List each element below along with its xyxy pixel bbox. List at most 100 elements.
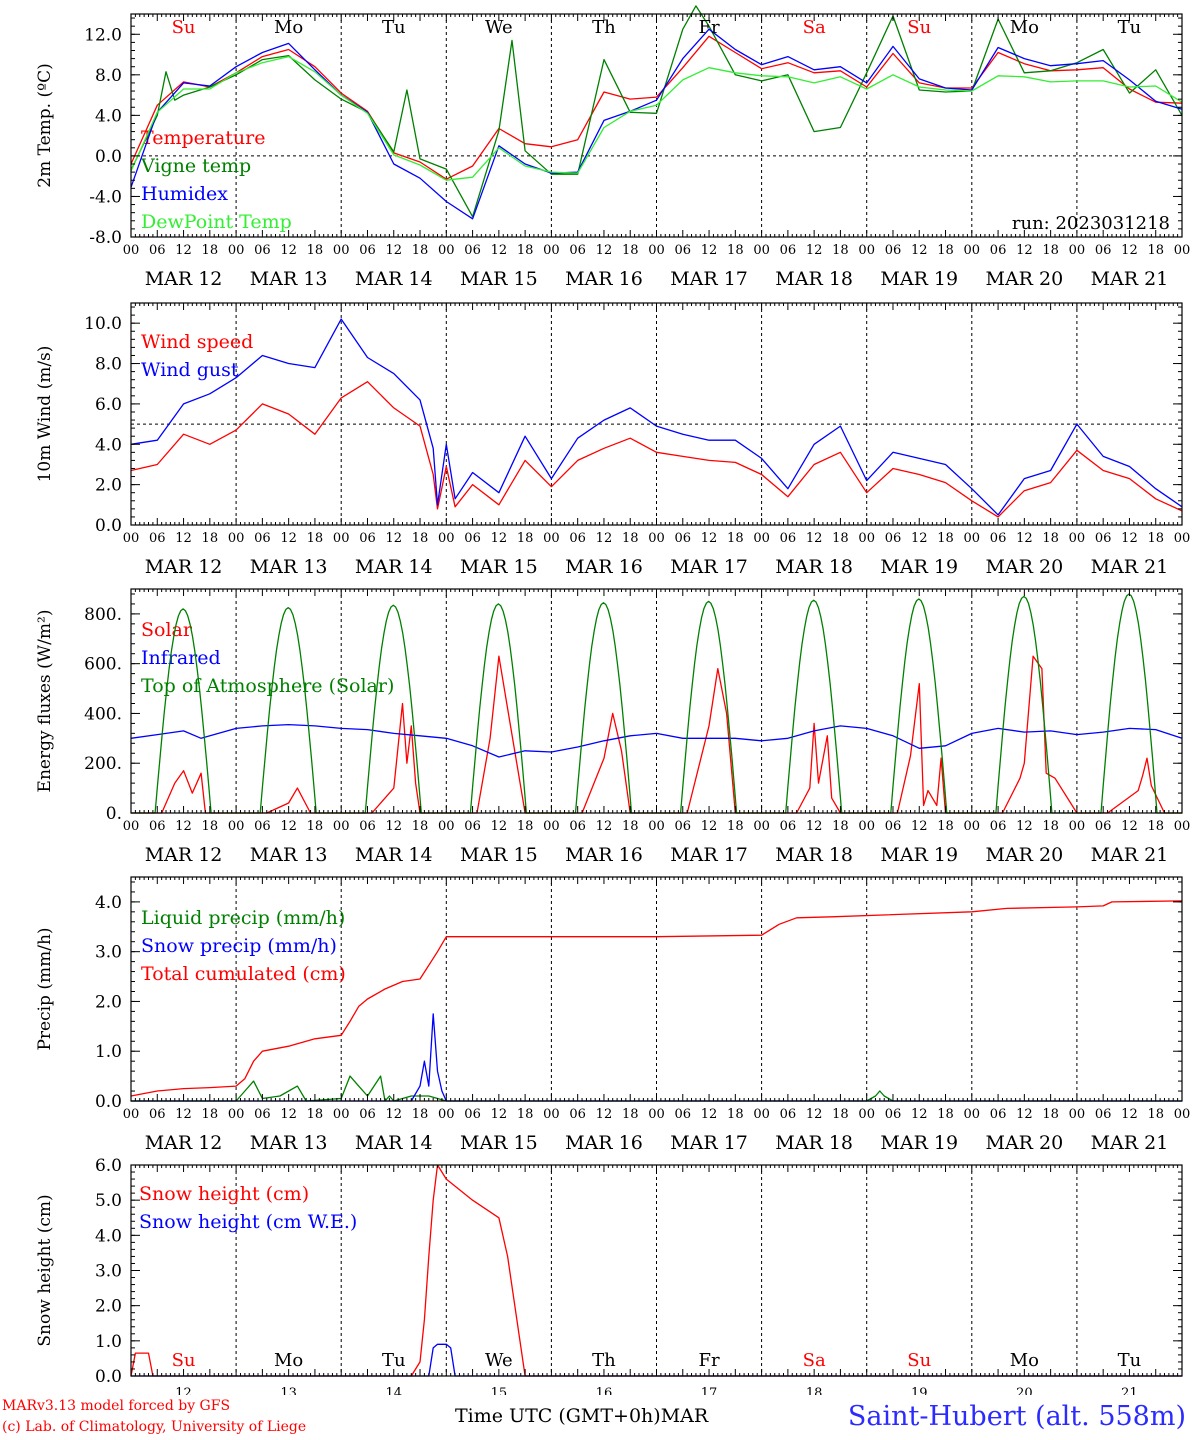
hour-tick-label: 06 <box>675 243 692 258</box>
hour-tick-label: 00 <box>1069 1107 1086 1122</box>
hour-tick-label: 00 <box>228 531 245 546</box>
series-line-0 <box>131 1075 1182 1102</box>
hour-tick-label: 00 <box>858 243 875 258</box>
y-tick-label: 5.0 <box>95 1191 122 1211</box>
day-label: MAR 16 <box>565 844 643 866</box>
weekday-label: Tu <box>382 17 406 38</box>
y-tick-label: 6.0 <box>95 395 122 415</box>
weekday-label: Th <box>592 17 616 38</box>
panel-temp: Temperature Vigne temp Humidex DewPoint Tem… <box>35 5 1190 290</box>
hour-tick-label: 00 <box>753 1107 770 1122</box>
hour-tick-label: 12 <box>701 819 718 834</box>
hour-tick-label: 00 <box>123 243 140 258</box>
y-tick-label: 8.0 <box>95 355 122 375</box>
y-tick-label: 8.0 <box>95 66 122 86</box>
series-line-1 <box>130 723 1183 758</box>
hour-tick-label: 00 <box>438 531 455 546</box>
hour-tick-label: 00 <box>1069 531 1086 546</box>
day-number-label: 13 <box>280 1386 297 1395</box>
hour-tick-label: 12 <box>911 243 928 258</box>
hour-tick-label: 18 <box>412 243 429 258</box>
y-tick-label: 600. <box>84 655 122 675</box>
day-number-label: 19 <box>911 1386 928 1395</box>
hour-tick-label: 00 <box>333 1107 350 1122</box>
weekday-label: Th <box>592 1350 616 1371</box>
hour-tick-label: 12 <box>1016 243 1033 258</box>
hour-tick-label: 00 <box>648 243 665 258</box>
series-line-0 <box>130 381 1183 518</box>
hour-tick-label: 12 <box>1121 531 1138 546</box>
hour-tick-label: 12 <box>1016 531 1033 546</box>
hour-tick-label: 18 <box>1147 1107 1164 1122</box>
hour-tick-label: 06 <box>675 1107 692 1122</box>
hour-tick-label: 00 <box>228 1107 245 1122</box>
series-line-1 <box>131 1343 1182 1377</box>
y-tick-label: 12.0 <box>84 25 122 45</box>
hour-tick-label: 00 <box>858 531 875 546</box>
day-number-label: 15 <box>491 1386 508 1395</box>
hour-tick-label: 12 <box>385 531 402 546</box>
hour-tick-label: 18 <box>727 243 744 258</box>
hour-tick-label: 12 <box>806 1107 823 1122</box>
legend-label: DewPoint Temp <box>141 211 292 233</box>
y-tick-label: 4.0 <box>95 435 122 455</box>
day-label: MAR 20 <box>985 844 1063 866</box>
day-label: MAR 13 <box>250 268 328 290</box>
hour-tick-label: 18 <box>622 531 639 546</box>
station-name: Saint-Hubert (alt. 558m) <box>847 1401 1186 1432</box>
hour-tick-label: 06 <box>149 1107 166 1122</box>
hour-tick-label: 06 <box>569 1107 586 1122</box>
day-label: MAR 17 <box>670 268 748 290</box>
day-label: MAR 20 <box>985 268 1063 290</box>
panel-wind: Wind speed Wind gust 0.0 2.0 4.0 6.0 8.0 10.0 10… <box>35 302 1190 578</box>
day-label: MAR 14 <box>355 556 433 578</box>
y-tick-label: 2.0 <box>95 992 122 1012</box>
hour-tick-label: 00 <box>753 819 770 834</box>
day-label: MAR 18 <box>775 556 853 578</box>
hour-tick-label: 06 <box>359 819 376 834</box>
hour-tick-label: 18 <box>832 243 849 258</box>
hour-tick-label: 00 <box>964 243 981 258</box>
weekday-label: Sa <box>803 17 826 38</box>
day-label: MAR 15 <box>460 844 538 866</box>
legend-label: Temperature <box>141 127 265 149</box>
hour-tick-label: 00 <box>123 819 140 834</box>
hour-tick-label: 18 <box>937 1107 954 1122</box>
hour-tick-label: 00 <box>648 819 665 834</box>
hour-tick-label: 06 <box>780 819 797 834</box>
legend-label: Humidex <box>141 183 228 205</box>
hour-tick-label: 00 <box>333 819 350 834</box>
hour-tick-label: 06 <box>569 531 586 546</box>
model-credit: MARv3.13 model forced by GFS <box>2 1398 231 1414</box>
hour-tick-label: 12 <box>280 531 297 546</box>
hour-tick-label: 18 <box>412 819 429 834</box>
hour-tick-label: 18 <box>727 1107 744 1122</box>
y-tick-label: 3.0 <box>95 943 122 963</box>
day-number-label: 17 <box>701 1386 718 1395</box>
hour-tick-label: 18 <box>1042 1107 1059 1122</box>
hour-tick-label: 06 <box>1095 1107 1112 1122</box>
hour-tick-label: 12 <box>491 819 508 834</box>
hour-tick-label: 00 <box>753 243 770 258</box>
hour-tick-label: 18 <box>622 243 639 258</box>
y-axis-title: 2m Temp. (ºC) <box>35 63 55 188</box>
weekday-label: Tu <box>1118 17 1142 38</box>
hour-tick-label: 00 <box>858 819 875 834</box>
day-number-label: 16 <box>596 1386 613 1395</box>
y-axis-title: 10m Wind (m/s) <box>35 346 55 483</box>
hour-tick-label: 06 <box>254 1107 271 1122</box>
hour-tick-label: 06 <box>675 819 692 834</box>
y-tick-label: 0.0 <box>95 516 122 536</box>
weekday-label: Su <box>172 17 196 38</box>
hour-tick-label: 18 <box>517 531 534 546</box>
weekday-label: Mo <box>1010 17 1039 38</box>
hour-tick-label: 06 <box>149 819 166 834</box>
hour-tick-label: 12 <box>1121 1107 1138 1122</box>
weekday-label: Mo <box>1010 1350 1039 1371</box>
hour-tick-label: 00 <box>543 1107 560 1122</box>
run-annotation: run: 2023031218 <box>1012 213 1170 234</box>
hour-tick-label: 12 <box>1121 819 1138 834</box>
lab-credit: (c) Lab. of Climatology, University of L… <box>2 1419 307 1435</box>
y-tick-label: 1.0 <box>95 1332 122 1352</box>
